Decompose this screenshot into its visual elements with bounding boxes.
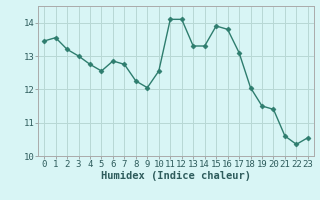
X-axis label: Humidex (Indice chaleur): Humidex (Indice chaleur) bbox=[101, 171, 251, 181]
